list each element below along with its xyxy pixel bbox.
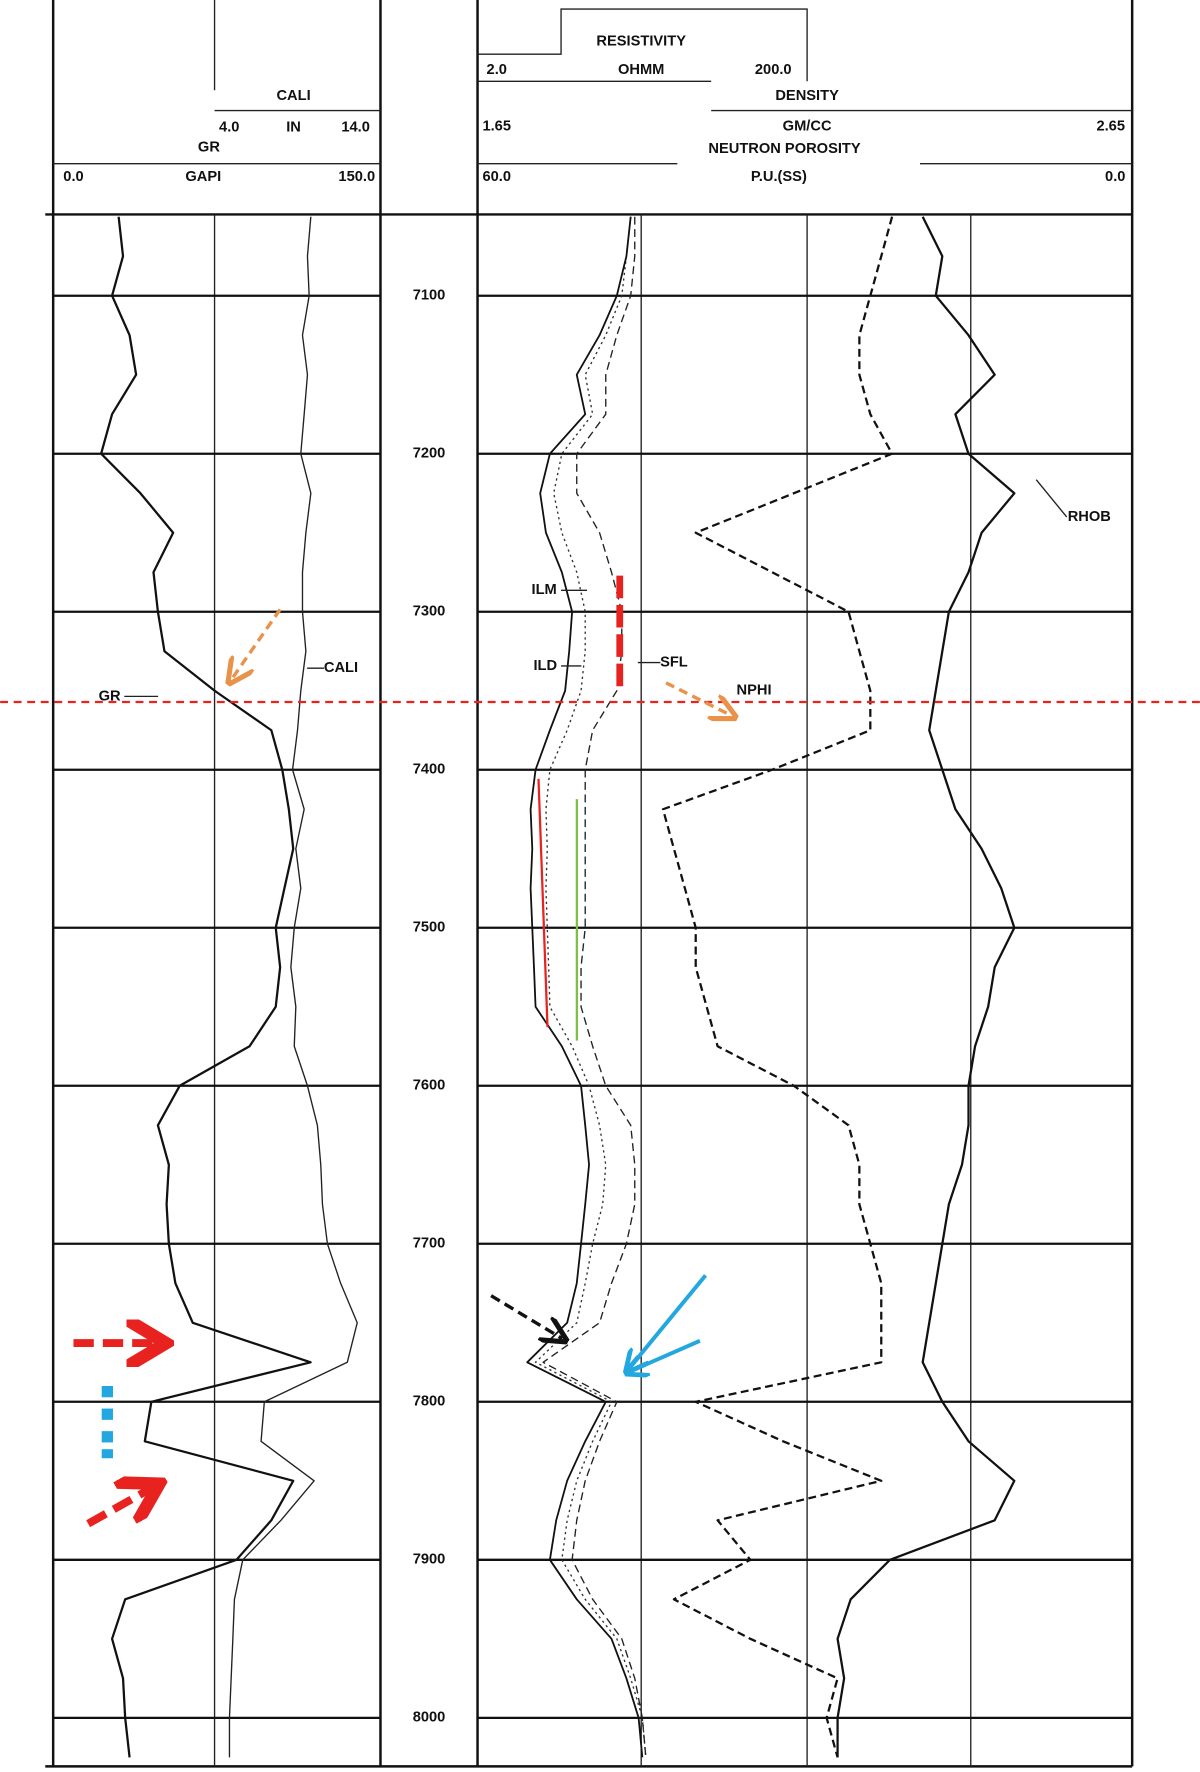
plot-area: 7100 7200 7300 7400 7500 7600 7700 7800 7900 8000 [53, 216, 1133, 1758]
scale-unit: GAPI [185, 169, 221, 185]
arrow [490, 1294, 562, 1339]
scale-min: 60.0 [482, 169, 511, 185]
header: CALI 4.0 IN 14.0 GR 0.0 GAPI 150.0 RESIS… [53, 0, 1133, 185]
annotations [0, 575, 1200, 1528]
scale-title: GR [198, 140, 220, 156]
label-leaders [124, 479, 1068, 698]
depth-label: 8000 [413, 1710, 446, 1726]
marker [101, 1408, 113, 1420]
header-lines [53, 0, 1133, 165]
depth-label: 7100 [413, 288, 446, 304]
scale-unit: IN [286, 119, 301, 135]
marker [101, 1385, 113, 1398]
scale-max: 0.0 [1105, 169, 1125, 185]
curve-label: ILD [533, 658, 557, 674]
frame [45, 0, 1134, 1768]
depth-label: 7500 [413, 920, 446, 936]
scale-min: 0.0 [63, 169, 83, 185]
scale-unit: GM/CC [783, 118, 832, 134]
arrow [231, 608, 282, 679]
scale-max: 2.65 [1096, 118, 1125, 134]
scale-unit: OHMM [618, 62, 664, 78]
scale-unit: P.U.(SS) [751, 169, 807, 185]
curve-label: GR [99, 688, 121, 704]
arrow [665, 681, 731, 716]
trend-line [537, 778, 549, 1028]
depth-label: 7200 [413, 446, 446, 462]
curve-label: ILM [532, 582, 557, 598]
depth-label: 7400 [413, 762, 446, 778]
scale-title: DENSITY [775, 88, 839, 104]
depth-label: 7300 [413, 604, 446, 620]
log-curve [534, 216, 647, 1758]
log-curve [228, 216, 358, 1758]
scale-title: CALI [276, 88, 310, 104]
log-curve [542, 216, 647, 1758]
curve-label: NPHI [737, 683, 772, 699]
depth-label: 7800 [413, 1394, 446, 1410]
scale-min: 4.0 [219, 119, 239, 135]
log-curve [100, 216, 312, 1758]
depth-label: 7700 [413, 1236, 446, 1252]
curve-labels: GR CALI ILM ILD SFL NPHI RHOB [99, 479, 1111, 704]
scale-max: 150.0 [338, 169, 375, 185]
scale-min: 2.0 [487, 62, 507, 78]
scale-title: NEUTRON POROSITY [708, 141, 860, 157]
marker [101, 1449, 113, 1459]
depth-label: 7900 [413, 1552, 446, 1568]
scale-min: 1.65 [482, 118, 511, 134]
log-curve [836, 216, 1016, 1758]
log-curve [661, 216, 894, 1758]
log-curve [526, 216, 644, 1758]
scale-max: 14.0 [341, 119, 370, 135]
scale-title: RESISTIVITY [596, 34, 686, 50]
depth-label: 7600 [413, 1078, 446, 1094]
arrow [86, 1488, 152, 1528]
arrow [628, 1339, 701, 1373]
marker [101, 1431, 113, 1443]
scale-max: 200.0 [755, 62, 792, 78]
curve-label: RHOB [1068, 509, 1111, 525]
curve-label: SFL [660, 654, 688, 670]
curve-label: CALI [324, 660, 358, 676]
